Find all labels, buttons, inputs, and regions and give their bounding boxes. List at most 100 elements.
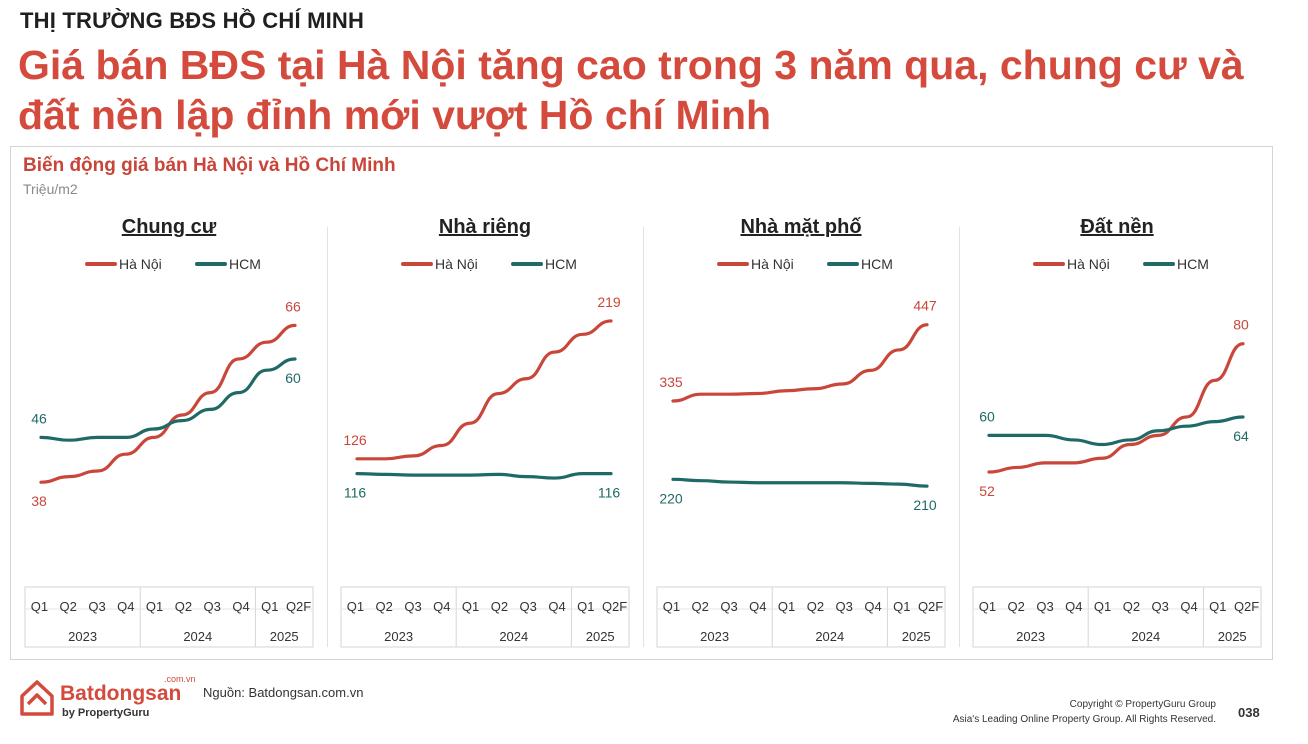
- series-line-hanoi: [671, 323, 929, 403]
- tick-label: Q4: [864, 599, 881, 614]
- tick-label: Q2: [1008, 599, 1025, 614]
- tick-label: Q3: [88, 599, 105, 614]
- tick-label: Q3: [720, 599, 737, 614]
- value-label-end: 66: [285, 298, 301, 314]
- panel-title-dat-nen: Đất nền: [1080, 216, 1153, 238]
- legend-label-hanoi: Hà Nội: [119, 256, 162, 272]
- tick-label: Q3: [520, 599, 537, 614]
- value-label-start: 220: [659, 490, 683, 506]
- tick-label: Q3: [1152, 599, 1169, 614]
- value-label-end: 64: [1233, 428, 1249, 444]
- panel-title-nha-rieng: Nhà riêng: [439, 216, 531, 238]
- panel-title-chung-cu: Chung cư: [122, 216, 217, 238]
- tick-label: Q1: [1094, 599, 1111, 614]
- series-line-hcm: [39, 357, 297, 442]
- tick-label: Q1: [146, 599, 163, 614]
- series-line-hanoi: [987, 342, 1245, 474]
- tick-label: Q2: [692, 599, 709, 614]
- value-label-start: 335: [659, 374, 683, 390]
- value-label-end: 219: [597, 294, 621, 310]
- tick-label: Q2: [376, 599, 393, 614]
- logo-word: Batdongsan: [60, 682, 182, 705]
- value-label-end: 447: [913, 298, 937, 314]
- year-label: 2025: [586, 629, 615, 644]
- legend-label-hcm: HCM: [545, 256, 577, 272]
- tick-label: Q1: [347, 599, 364, 614]
- tick-label: Q2: [491, 599, 508, 614]
- year-label: 2024: [815, 629, 844, 644]
- value-label-start: 116: [344, 485, 367, 501]
- panel-title-nha-mat-pho: Nhà mặt phố: [740, 216, 861, 238]
- legend-label-hanoi: Hà Nội: [751, 256, 794, 272]
- tick-label: Q2: [175, 599, 192, 614]
- logo-domain: .com.vn: [164, 674, 196, 684]
- series-line-hcm: [987, 415, 1245, 447]
- value-label-start: 126: [343, 432, 367, 448]
- tick-label: Q1: [663, 599, 680, 614]
- tick-label: Q4: [749, 599, 766, 614]
- year-label: 2023: [700, 629, 729, 644]
- value-label-start: 46: [31, 410, 47, 426]
- charts-svg: Chung cư Hà Nội HCM 38 66 46 60 Q1 Q2 Q3 Q4 Q1 Q2 Q3 Q…: [24, 216, 1262, 648]
- series-line-hcm: [671, 477, 929, 488]
- year-label: 2024: [183, 629, 212, 644]
- tick-label: Q1: [979, 599, 996, 614]
- tick-label: Q1: [261, 599, 278, 614]
- year-label: 2024: [1131, 629, 1160, 644]
- tick-label: Q2: [1123, 599, 1140, 614]
- value-label-end: 116: [598, 485, 621, 501]
- logo-subtitle: by PropertyGuru: [62, 707, 150, 719]
- copyright: Copyright © PropertyGuru Group Asia's Le…: [953, 697, 1216, 727]
- eyebrow: THỊ TRƯỜNG BĐS HỒ CHÍ MINH: [20, 8, 365, 33]
- series-line-hanoi: [39, 323, 297, 484]
- tick-label: Q3: [404, 599, 421, 614]
- copyright-line-1: Copyright © PropertyGuru Group: [1069, 699, 1216, 710]
- tick-label: Q4: [433, 599, 450, 614]
- tick-label: Q2: [60, 599, 77, 614]
- category-axis-box: [656, 586, 946, 648]
- chart-card: Biến động giá bán Hà Nội và Hồ Chí Minh …: [10, 146, 1273, 660]
- value-label-end: 60: [285, 370, 301, 386]
- tick-label: Q1: [462, 599, 479, 614]
- series-line-hanoi: [355, 319, 613, 461]
- tick-label: Q1: [893, 599, 910, 614]
- legend-label-hanoi: Hà Nội: [435, 256, 478, 272]
- year-label: 2025: [902, 629, 931, 644]
- value-label-start: 52: [979, 483, 995, 499]
- tick-label: Q4: [232, 599, 249, 614]
- category-axis-box: [340, 586, 630, 648]
- value-label-end: 80: [1233, 317, 1249, 333]
- year-label: 2024: [499, 629, 528, 644]
- tick-label: Q1: [1209, 599, 1226, 614]
- chart-unit-label: Triệu/m2: [23, 181, 78, 197]
- year-label: 2023: [68, 629, 97, 644]
- legend-label-hcm: HCM: [861, 256, 893, 272]
- tick-label: Q2F: [1234, 599, 1259, 614]
- tick-label: Q2F: [286, 599, 311, 614]
- chart-card-title: Biến động giá bán Hà Nội và Hồ Chí Minh: [23, 155, 396, 176]
- year-label: 2025: [1218, 629, 1247, 644]
- source-note: Nguồn: Batdongsan.com.vn: [203, 685, 364, 700]
- tick-label: Q4: [1180, 599, 1197, 614]
- page-number: 038: [1238, 705, 1260, 720]
- category-axis-box: [24, 586, 314, 648]
- tick-label: Q4: [548, 599, 565, 614]
- house-logo-icon: [20, 680, 54, 716]
- tick-label: Q2F: [602, 599, 627, 614]
- value-label-start: 60: [979, 408, 995, 424]
- tick-label: Q3: [1036, 599, 1053, 614]
- year-label: 2023: [1016, 629, 1045, 644]
- copyright-line-2: Asia's Leading Online Property Group. Al…: [952, 714, 1216, 725]
- category-axis-box: [972, 586, 1262, 648]
- tick-label: Q2F: [918, 599, 943, 614]
- legend-label-hanoi: Hà Nội: [1067, 256, 1110, 272]
- tick-label: Q3: [204, 599, 221, 614]
- legend-label-hcm: HCM: [1177, 256, 1209, 272]
- headline: Giá bán BĐS tại Hà Nội tăng cao trong 3 …: [18, 42, 1244, 138]
- tick-label: Q1: [31, 599, 48, 614]
- brand-logo: Batdongsan .com.vn by PropertyGuru: [18, 674, 208, 724]
- tick-label: Q4: [117, 599, 134, 614]
- tick-label: Q1: [577, 599, 594, 614]
- tick-label: Q3: [836, 599, 853, 614]
- value-label-end: 210: [913, 497, 937, 513]
